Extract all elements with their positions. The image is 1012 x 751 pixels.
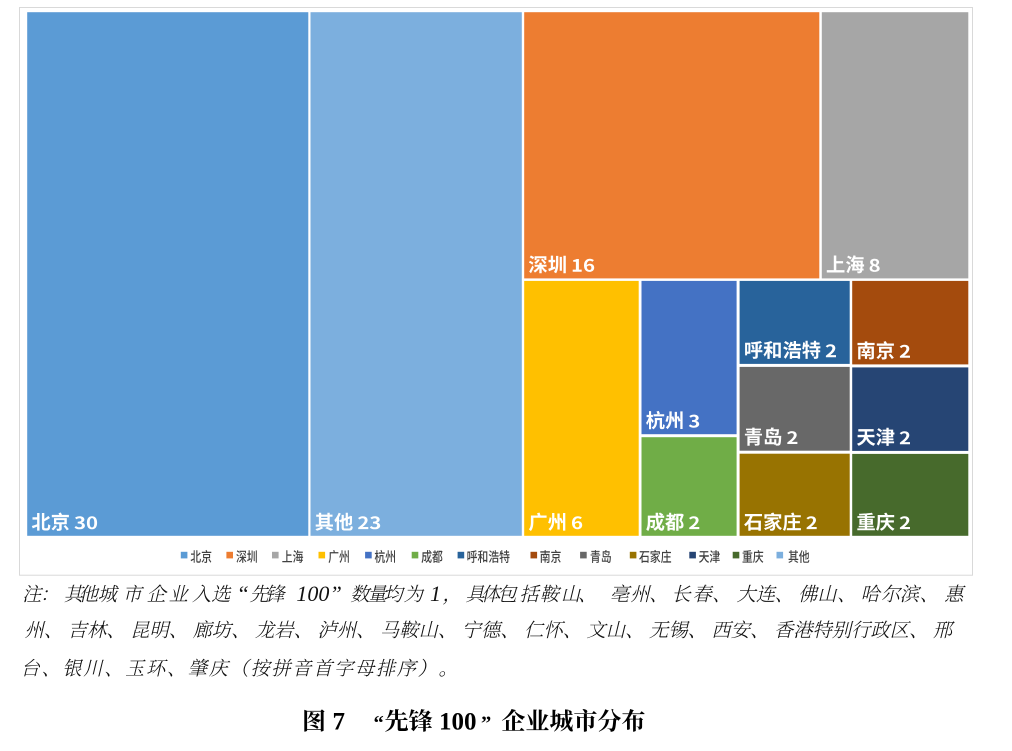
svg-text:”: ” [330,581,342,606]
svg-text:”: ” [481,713,491,735]
svg-text:100: 100 [296,581,329,606]
svg-text:1: 1 [430,581,441,606]
svg-text:“: “ [237,581,249,606]
svg-text:7: 7 [333,709,346,736]
svg-text:100: 100 [439,709,477,736]
svg-text:“: “ [374,713,384,735]
